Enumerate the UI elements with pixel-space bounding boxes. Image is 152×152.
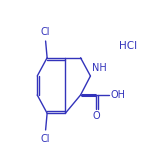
Text: NH: NH xyxy=(92,63,107,73)
Text: Cl: Cl xyxy=(41,27,50,37)
Text: OH: OH xyxy=(110,90,125,100)
Text: HCl: HCl xyxy=(119,41,137,51)
Text: Cl: Cl xyxy=(41,134,50,144)
Text: O: O xyxy=(93,111,100,121)
